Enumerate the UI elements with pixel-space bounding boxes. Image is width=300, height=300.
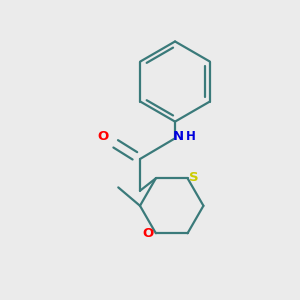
Text: O: O xyxy=(98,130,109,143)
Text: S: S xyxy=(189,171,199,184)
Text: H: H xyxy=(185,130,195,143)
Text: O: O xyxy=(143,227,154,240)
Text: N: N xyxy=(173,130,184,143)
